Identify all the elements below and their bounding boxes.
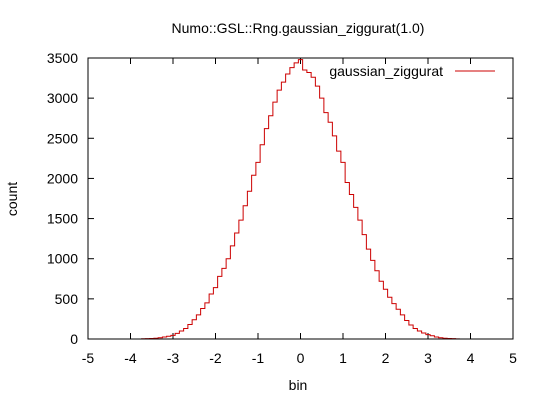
x-tick-label: 1 [339, 350, 347, 366]
x-tick-label: -5 [82, 350, 95, 366]
x-axis-ticks: -5 -4 -3 -2 -1 0 1 2 3 4 5 [82, 58, 517, 366]
x-tick-label: -4 [124, 350, 137, 366]
x-tick-label: 3 [424, 350, 432, 366]
y-tick-label: 1000 [47, 251, 78, 267]
y-tick-label: 3500 [47, 50, 78, 66]
y-tick-label: 1500 [47, 211, 78, 227]
plot-frame [87, 57, 514, 340]
legend-label: gaussian_ziggurat [329, 63, 443, 79]
y-tick-label: 3000 [47, 90, 78, 106]
series-gaussian-ziggurat-line [141, 59, 460, 340]
x-axis-label: bin [289, 377, 308, 393]
y-tick-label: 500 [55, 291, 79, 307]
y-tick-label: 0 [70, 331, 78, 347]
y-tick-label: 2500 [47, 130, 78, 146]
y-tick-label: 2000 [47, 170, 78, 186]
x-tick-label: 5 [509, 350, 517, 366]
x-tick-label: -1 [252, 350, 265, 366]
x-tick-label: -3 [167, 350, 180, 366]
x-tick-label: 2 [382, 350, 390, 366]
x-tick-label: 0 [297, 350, 305, 366]
y-axis-label: count [4, 182, 20, 216]
x-tick-label: -2 [209, 350, 222, 366]
y-axis-ticks: 0 500 1000 1500 2000 2500 3000 3500 [47, 50, 513, 347]
x-tick-label: 4 [467, 350, 475, 366]
chart-title: Numo::GSL::Rng.gaussian_ziggurat(1.0) [172, 20, 425, 36]
